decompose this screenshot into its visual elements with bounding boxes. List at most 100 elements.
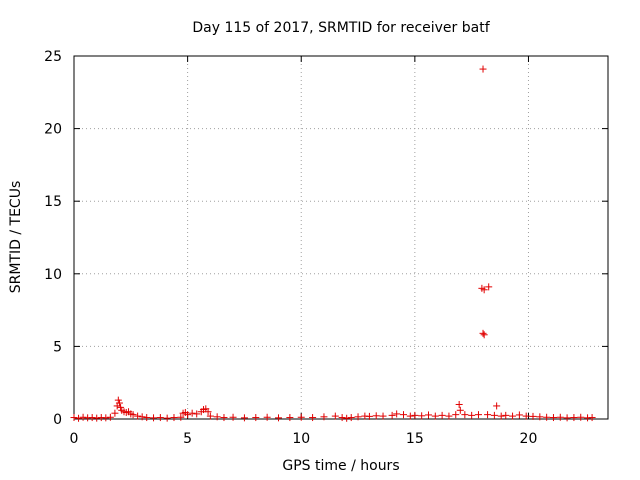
data-point [399,411,407,419]
data-points [70,65,596,422]
data-point [188,409,196,417]
data-point [102,414,110,422]
data-point [490,411,498,419]
data-point [556,413,564,421]
data-point [461,411,469,419]
data-point [515,411,523,419]
data-point [70,414,78,422]
data-point [509,412,517,420]
data-point [204,408,212,416]
data-point [88,414,96,422]
data-point [170,414,178,422]
data-point [424,411,432,419]
data-point [418,412,426,420]
data-point [406,412,414,420]
x-tick-label: 20 [520,431,538,447]
data-point [393,410,401,418]
data-point [388,411,396,419]
data-point [150,414,158,422]
data-point [320,413,328,421]
data-point [111,409,119,417]
data-point [143,414,151,422]
y-tick-label: 5 [53,339,62,355]
data-point [431,412,439,420]
x-tick-label: 15 [406,431,424,447]
data-point [138,413,146,421]
data-point [570,414,578,422]
data-point [193,410,201,418]
data-point [206,412,214,420]
data-point [522,412,530,420]
data-point [497,412,505,420]
data-point [347,414,355,422]
x-tick-label: 10 [292,431,310,447]
data-point [309,414,317,422]
data-point [529,412,537,420]
data-point [480,286,488,294]
data-point [438,411,446,419]
data-point [134,412,142,420]
data-point [536,413,544,421]
data-point [297,413,305,421]
data-point [480,331,488,339]
data-point [93,414,101,422]
data-point [343,414,351,422]
data-point [452,411,460,419]
data-point [117,403,125,411]
x-tick-label: 0 [70,431,79,447]
data-point [229,413,237,421]
data-point [177,413,185,421]
data-point [286,414,294,422]
data-point [163,414,171,422]
data-point [379,412,387,420]
data-point [455,400,463,408]
y-tick-label: 20 [44,122,62,138]
data-point [577,413,585,421]
data-point [479,329,487,337]
data-point [456,406,464,414]
grid-lines [74,56,608,419]
x-tick-label: 5 [183,431,192,447]
data-point [213,413,221,421]
y-axis-label: SRMTID / TECUs [8,181,24,294]
data-point [479,65,487,73]
data-point [484,411,492,419]
axis-ticks: 0 5 10 15 20 0 5 10 15 20 25 [44,49,608,447]
data-point [474,411,482,419]
data-point [365,412,373,420]
y-tick-label: 0 [53,412,62,428]
data-point [263,413,271,421]
data-point [445,412,453,420]
data-point [275,414,283,422]
plot-frame [73,55,609,420]
data-point [485,283,493,291]
data-point [252,414,260,422]
data-point [549,414,557,422]
data-point [588,414,596,422]
data-point [75,414,83,422]
data-point [493,402,501,410]
data-point [240,414,248,422]
data-point [156,414,164,422]
chart-title: Day 115 of 2017, SRMTID for receiver bat… [192,20,490,36]
x-axis-label: GPS time / hours [282,458,399,474]
data-point [338,414,346,422]
data-point [468,411,476,419]
data-point [220,414,228,422]
data-point [129,411,137,419]
data-point [331,412,339,420]
y-tick-label: 25 [44,49,62,65]
data-point [372,412,380,420]
data-point [543,413,551,421]
data-point [563,414,571,422]
data-point [502,411,510,419]
data-point [79,413,87,421]
y-tick-label: 15 [44,194,62,210]
data-point [114,396,122,404]
y-tick-label: 10 [44,267,62,283]
data-point [115,399,123,407]
data-point [411,411,419,419]
data-point [184,411,192,419]
data-point [354,413,362,421]
